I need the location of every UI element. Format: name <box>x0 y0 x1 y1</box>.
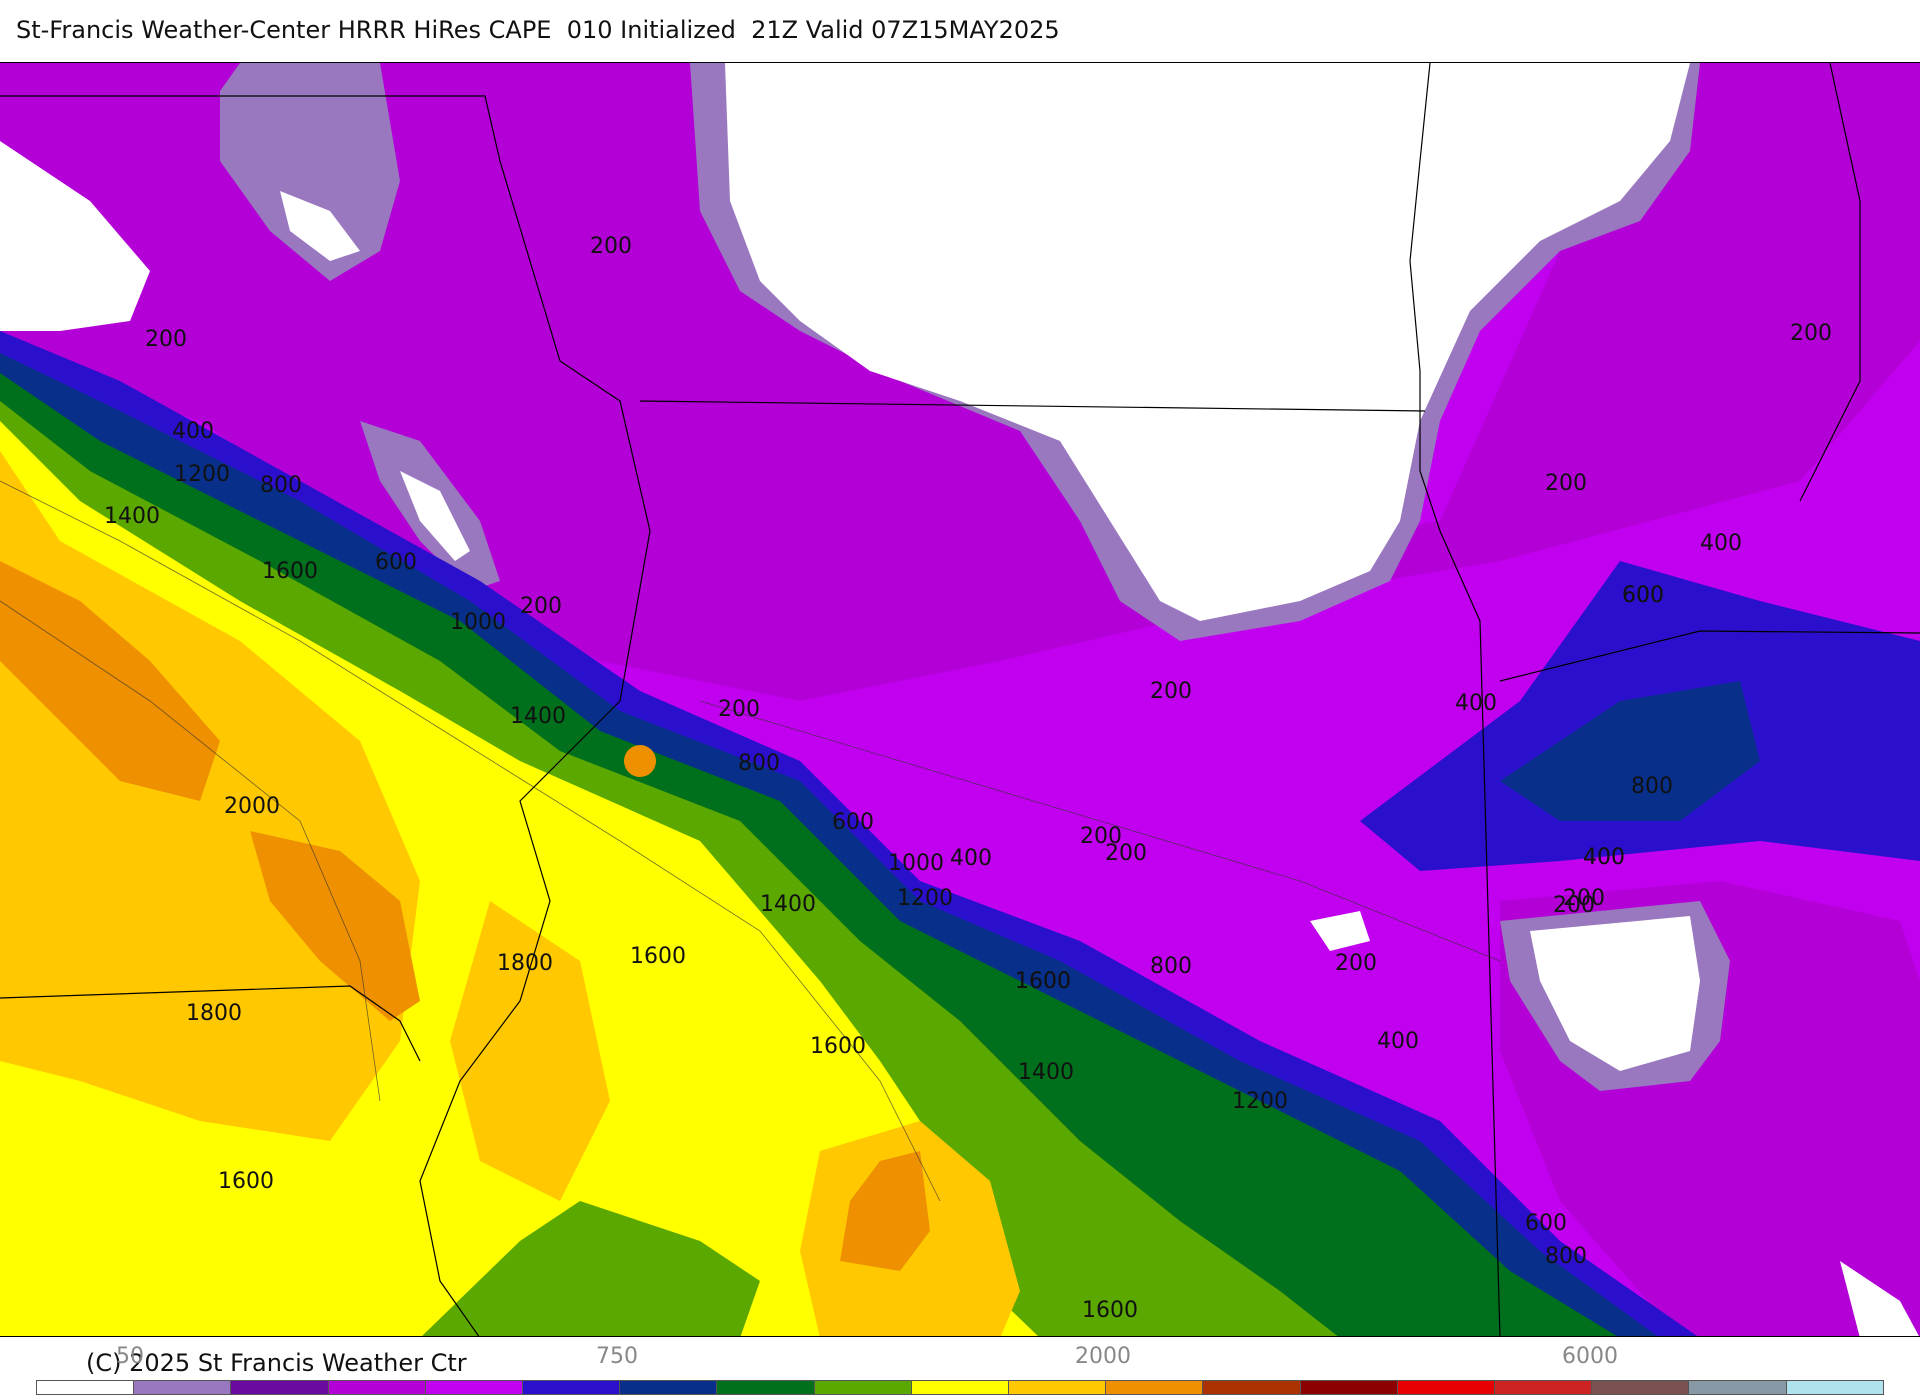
contour-label: 200 <box>1105 841 1147 866</box>
contour-label: 1800 <box>497 951 553 976</box>
contour-label: 800 <box>738 751 780 776</box>
contour-label: 200 <box>145 327 187 352</box>
contour-label: 800 <box>1631 774 1673 799</box>
legend-tick-label: 750 <box>596 1344 638 1369</box>
legend-swatch <box>523 1381 621 1394</box>
legend-swatch <box>425 1381 524 1394</box>
contour-label: 200 <box>520 594 562 619</box>
cape-contour-lines <box>0 480 1501 1202</box>
contour-label: 1600 <box>1082 1298 1138 1323</box>
legend-swatch <box>328 1381 426 1394</box>
zone-orange-w1 <box>0 561 220 801</box>
contour-label: 800 <box>1150 954 1192 979</box>
contour-label: 400 <box>950 846 992 871</box>
contour-label: 1800 <box>186 1001 242 1026</box>
legend-swatch <box>1106 1381 1204 1394</box>
contour-label: 1600 <box>1015 969 1071 994</box>
legend-tick-label: 50 <box>116 1344 144 1369</box>
legend-swatch <box>814 1381 912 1394</box>
contour-label: 1600 <box>630 944 686 969</box>
legend-swatch <box>717 1381 815 1394</box>
zone-orange-s <box>840 1151 930 1271</box>
contour-label: 1400 <box>510 704 566 729</box>
legend-swatch <box>620 1381 718 1394</box>
contour-label: 200 <box>590 234 632 259</box>
contour-label: 600 <box>1622 583 1664 608</box>
contour-label: 1400 <box>1018 1060 1074 1085</box>
legend-swatch <box>1300 1381 1398 1394</box>
contour-label: 400 <box>1455 691 1497 716</box>
legend-tick-label: 2000 <box>1075 1344 1131 1369</box>
contour-label: 400 <box>1583 845 1625 870</box>
zone-white-nw <box>280 191 360 261</box>
contour-label: 1600 <box>262 559 318 584</box>
color-legend <box>36 1380 1884 1395</box>
zone-orange-w2 <box>250 831 420 1021</box>
zone-lavender-nw <box>220 63 400 281</box>
contour-label: 1400 <box>104 504 160 529</box>
contour-label: 600 <box>1525 1211 1567 1236</box>
contour-label: 1400 <box>760 892 816 917</box>
contour-label: 1200 <box>174 462 230 487</box>
contour-label: 1200 <box>897 886 953 911</box>
contour-label: 400 <box>1700 531 1742 556</box>
contour-label: 200 <box>718 697 760 722</box>
contour-label: 1000 <box>888 851 944 876</box>
zone-white-west <box>0 141 150 331</box>
contour-label: 800 <box>260 473 302 498</box>
zone-white-mid <box>400 471 470 561</box>
contour-label: 800 <box>1545 1244 1587 1269</box>
contour-label: 200 <box>1790 321 1832 346</box>
contour-label: 600 <box>375 550 417 575</box>
contour-label: 1600 <box>810 1034 866 1059</box>
zone-white-se-small <box>1310 911 1370 951</box>
legend-swatch <box>1495 1381 1593 1394</box>
legend-swatch <box>1786 1381 1883 1394</box>
contour-label: 200 <box>1553 893 1595 918</box>
zone-white-se-edge <box>1840 1261 1919 1336</box>
contour-label: 200 <box>1563 886 1605 911</box>
legend-swatch <box>1009 1381 1107 1394</box>
legend-swatch <box>1203 1381 1301 1394</box>
zone-gold-mid <box>450 901 610 1201</box>
legend-swatch <box>911 1381 1010 1394</box>
contour-label: 400 <box>1377 1029 1419 1054</box>
contour-label: 200 <box>1150 679 1192 704</box>
contour-label: 200 <box>1080 824 1122 849</box>
legend-swatch <box>134 1381 232 1394</box>
contour-label: 400 <box>172 419 214 444</box>
contour-label: 200 <box>1335 951 1377 976</box>
legend-swatch <box>1397 1381 1496 1394</box>
contour-label: 600 <box>1622 583 1664 608</box>
contour-label: 1600 <box>218 1169 274 1194</box>
zone-navy-east <box>1500 681 1760 821</box>
contour-label: 1600 <box>1015 969 1071 994</box>
zone-orange-dot <box>624 745 656 777</box>
map-title: St-Francis Weather-Center HRRR HiRes CAP… <box>16 16 1060 44</box>
legend-swatch <box>37 1381 135 1394</box>
zone-white-se <box>1530 916 1700 1071</box>
legend-swatch <box>231 1381 329 1394</box>
contour-label: 600 <box>832 810 874 835</box>
contour-label: 1000 <box>450 610 506 635</box>
contour-label: 2000 <box>224 794 280 819</box>
zone-white-north <box>725 63 1690 621</box>
contour-label: 200 <box>1545 471 1587 496</box>
contour-label: 1200 <box>1232 1089 1288 1114</box>
copyright-text: (C) 2025 St Francis Weather Ctr <box>86 1349 467 1377</box>
state-boundaries <box>0 63 1920 1336</box>
zone-green-south <box>422 1201 760 1336</box>
legend-swatch <box>1689 1381 1787 1394</box>
cape-map: 200 200 200 200 200 200 200 200 200 200 200 200 400 4… <box>0 62 1920 1337</box>
legend-tick-label: 6000 <box>1562 1344 1618 1369</box>
legend-swatch <box>1592 1381 1690 1394</box>
contour-label: 400 <box>1583 845 1625 870</box>
